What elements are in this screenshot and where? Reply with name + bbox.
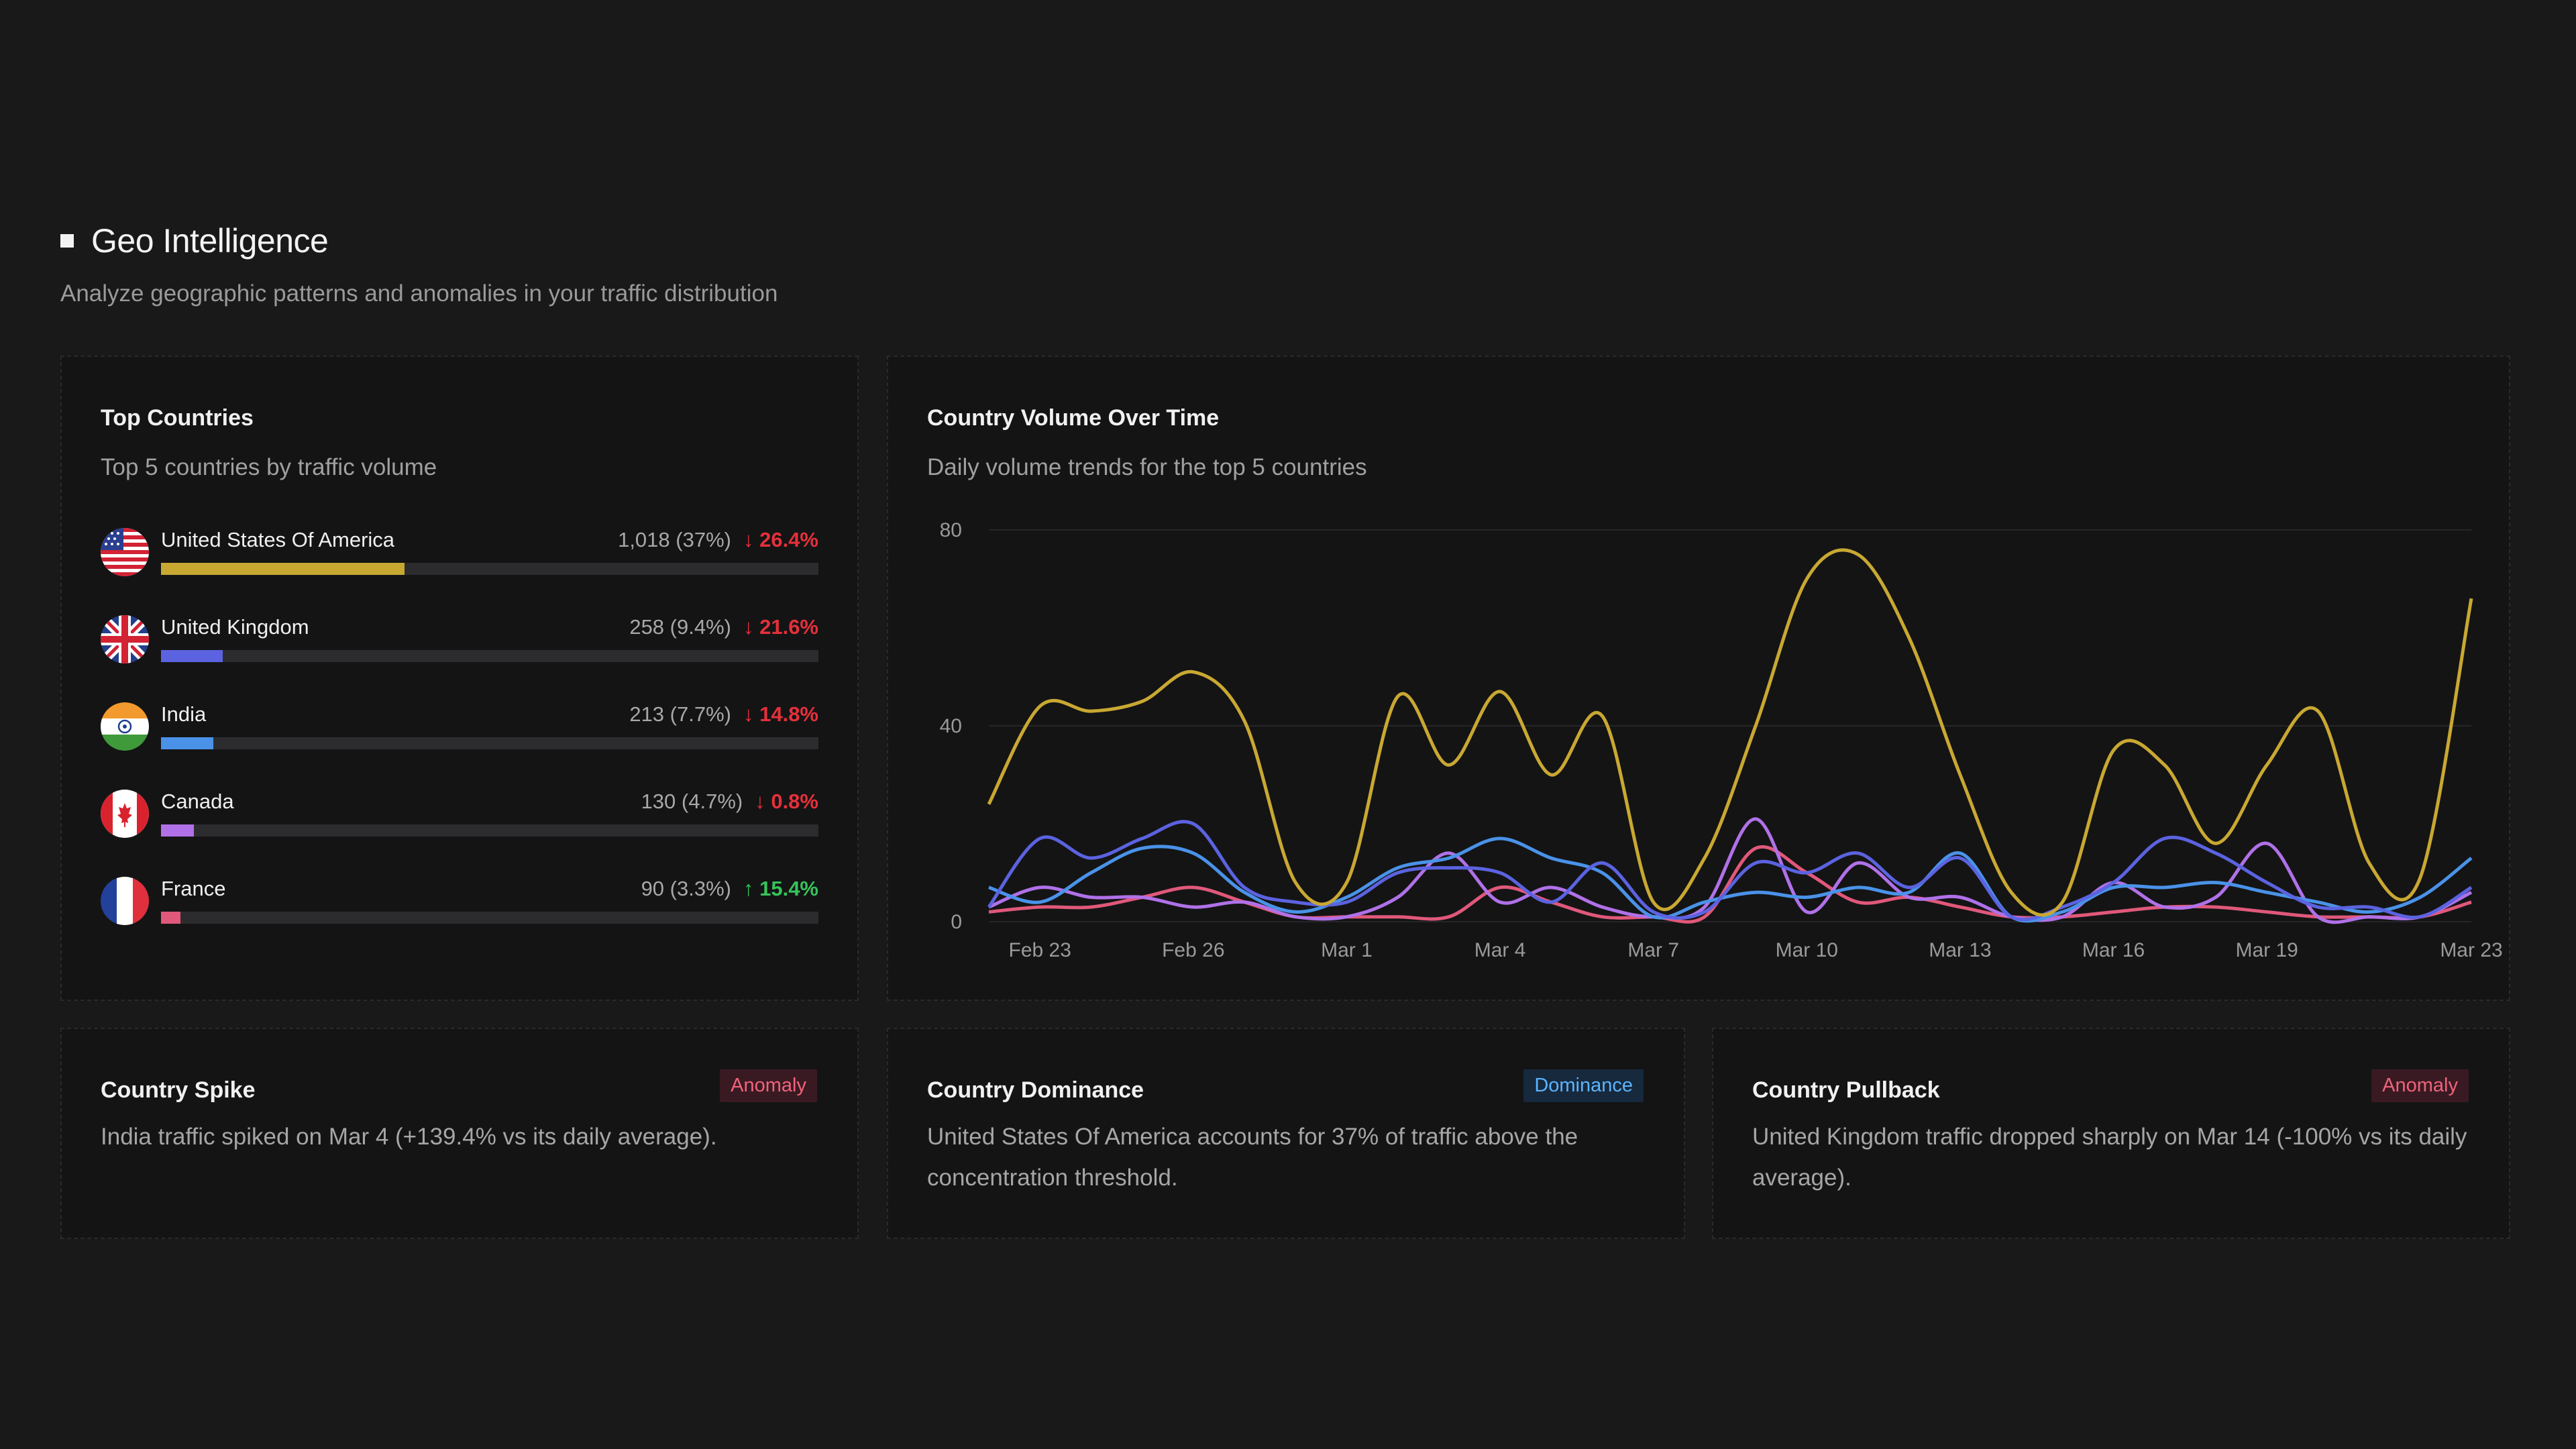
change-value: 26.4% — [759, 528, 818, 551]
country-row-us[interactable]: United States Of America 1,018 (37%) ↓ 26… — [101, 528, 818, 588]
arrow-down-icon: ↓ — [755, 790, 771, 813]
page-subtitle: Analyze geographic patterns and anomalie… — [60, 280, 778, 307]
x-tick-label: Mar 1 — [1321, 939, 1373, 961]
insight-title: Country Dominance — [927, 1077, 1144, 1103]
y-tick-label: 80 — [940, 519, 962, 541]
country-name: India — [161, 702, 207, 726]
volume-bar-track — [161, 650, 818, 662]
card-subtitle: Daily volume trends for the top 5 countr… — [927, 454, 1367, 480]
country-volume: 130 (4.7%) — [641, 790, 743, 813]
country-name: France — [161, 877, 226, 900]
change-down: ↓ 14.8% — [743, 702, 818, 726]
country-row-uk[interactable]: United Kingdom 258 (9.4%) ↓ 21.6% — [101, 615, 818, 676]
change-down: ↓ 26.4% — [743, 528, 818, 551]
anomaly-badge: Anomaly — [2371, 1069, 2469, 1102]
card-title: Top Countries — [101, 405, 254, 431]
country-volume: 1,018 (37%) — [618, 528, 731, 551]
volume-bar-track — [161, 824, 818, 837]
top-countries-card: Top Countries Top 5 countries by traffic… — [60, 356, 859, 1001]
india-flag-icon — [101, 702, 149, 751]
x-tick-label: Mar 4 — [1474, 939, 1526, 961]
insight-text: United Kingdom traffic dropped sharply o… — [1752, 1124, 2467, 1191]
series-line-0[interactable] — [987, 548, 2473, 917]
country-name: Canada — [161, 790, 234, 813]
country-row-france[interactable]: France 90 (3.3%) ↑ 15.4% — [101, 877, 818, 937]
canada-flag-icon — [101, 790, 149, 838]
change-value: 21.6% — [759, 615, 818, 639]
square-icon — [60, 234, 74, 248]
country-stats: 258 (9.4%) ↓ 21.6% — [629, 615, 818, 639]
country-row-canada[interactable]: Canada 130 (4.7%) ↓ 0.8% — [101, 790, 818, 850]
change-down: ↓ 0.8% — [755, 790, 818, 813]
change-value: 14.8% — [759, 702, 818, 726]
x-tick-label: Mar 13 — [1929, 939, 1991, 961]
volume-bar-track — [161, 912, 818, 924]
volume-bar-track — [161, 563, 818, 575]
volume-bar-track — [161, 737, 818, 749]
volume-bar-fill — [161, 563, 405, 575]
country-name: United States Of America — [161, 528, 395, 551]
change-value: 15.4% — [759, 877, 818, 900]
x-tick-label: Mar 19 — [2235, 939, 2298, 961]
insight-card-pullback: Country Pullback Anomaly United Kingdom … — [1712, 1028, 2510, 1239]
section-header: Geo Intelligence Analyze geographic patt… — [60, 221, 777, 307]
change-value: 0.8% — [771, 790, 818, 813]
uk-flag-icon — [101, 615, 149, 663]
country-volume: 90 (3.3%) — [641, 877, 731, 900]
country-name: United Kingdom — [161, 615, 309, 639]
series-line-3[interactable] — [988, 817, 2473, 924]
insight-card-spike: Country Spike Anomaly India traffic spik… — [60, 1028, 859, 1239]
x-tick-label: Mar 16 — [2082, 939, 2145, 961]
country-stats: 1,018 (37%) ↓ 26.4% — [618, 528, 818, 552]
anomaly-badge: Anomaly — [720, 1069, 817, 1102]
volume-line-chart[interactable]: 0 40 80 Feb 23 Feb 26 Mar 1 Mar 4 Mar 7 Mar 10 Ma… — [888, 357, 2509, 1000]
insight-text: United States Of America accounts for 37… — [927, 1124, 1578, 1191]
arrow-down-icon: ↓ — [743, 702, 760, 726]
country-volume: 258 (9.4%) — [629, 615, 731, 639]
insight-title: Country Spike — [101, 1077, 256, 1103]
x-tick-label: Mar 23 — [2440, 939, 2502, 961]
country-stats: 130 (4.7%) ↓ 0.8% — [641, 790, 818, 814]
volume-bar-fill — [161, 737, 214, 749]
series-line-1[interactable] — [987, 820, 2473, 922]
x-tick-label: Feb 23 — [1009, 939, 1071, 961]
card-subtitle: Top 5 countries by traffic volume — [101, 454, 437, 480]
card-title: Country Volume Over Time — [927, 405, 1220, 431]
arrow-up-icon: ↑ — [743, 877, 760, 900]
page-title: Geo Intelligence — [91, 222, 329, 260]
change-up: ↑ 15.4% — [743, 877, 818, 900]
y-tick-label: 0 — [951, 911, 962, 933]
arrow-down-icon: ↓ — [743, 528, 760, 551]
france-flag-icon — [101, 877, 149, 925]
country-stats: 90 (3.3%) ↑ 15.4% — [641, 877, 818, 901]
insight-title: Country Pullback — [1752, 1077, 1940, 1103]
change-down: ↓ 21.6% — [743, 615, 818, 639]
x-tick-label: Mar 10 — [1776, 939, 1838, 961]
us-flag-icon — [101, 528, 149, 576]
volume-bar-fill — [161, 650, 223, 662]
insight-text: India traffic spiked on Mar 4 (+139.4% v… — [101, 1124, 717, 1150]
insight-card-dominance: Country Dominance Dominance United State… — [887, 1028, 1685, 1239]
volume-bar-fill — [161, 912, 181, 924]
x-tick-label: Mar 7 — [1627, 939, 1679, 961]
volume-bar-fill — [161, 824, 194, 837]
x-tick-label: Feb 26 — [1162, 939, 1224, 961]
country-volume: 213 (7.7%) — [629, 702, 731, 726]
volume-chart-card: Country Volume Over Time Daily volume tr… — [887, 356, 2510, 1001]
country-stats: 213 (7.7%) ↓ 14.8% — [629, 702, 818, 727]
dominance-badge: Dominance — [1523, 1069, 1644, 1102]
arrow-down-icon: ↓ — [743, 615, 760, 639]
section-title-row: Geo Intelligence — [60, 221, 777, 260]
y-tick-label: 40 — [940, 715, 962, 737]
country-row-india[interactable]: India 213 (7.7%) ↓ 14.8% — [101, 702, 818, 763]
